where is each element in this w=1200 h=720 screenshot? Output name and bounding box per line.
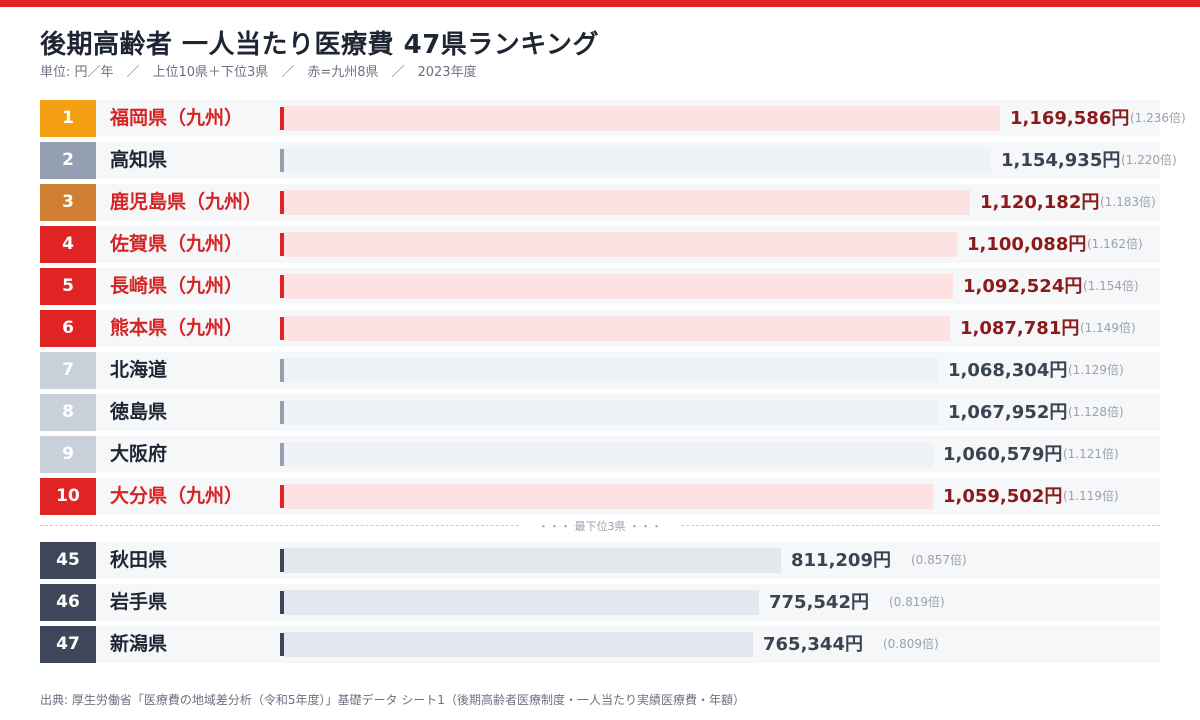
value-label: 811,209円 bbox=[791, 550, 891, 571]
value-label: 1,100,088円 bbox=[967, 234, 1087, 255]
rank-badge: 1 bbox=[40, 100, 96, 137]
rank-badge: 4 bbox=[40, 226, 96, 263]
chart-row: 5 長崎県（九州） 1,092,524円 (1.154倍) bbox=[40, 268, 1160, 305]
ratio-label: (1.121倍) bbox=[1063, 447, 1119, 461]
ratio-label: (1.119倍) bbox=[1063, 489, 1119, 503]
bar-marker bbox=[280, 443, 284, 466]
chart-row: 47 新潟県 765,344円 (0.809倍) bbox=[40, 626, 1160, 663]
rank-badge: 9 bbox=[40, 436, 96, 473]
ratio-label: (1.149倍) bbox=[1080, 321, 1136, 335]
chart-row: 7 北海道 1,068,304円 (1.129倍) bbox=[40, 352, 1160, 389]
bar-marker bbox=[280, 549, 284, 572]
rank-badge: 6 bbox=[40, 310, 96, 347]
prefecture-label: 北海道 bbox=[110, 359, 168, 381]
value-label: 1,068,304円 bbox=[948, 360, 1068, 381]
bar-marker bbox=[280, 149, 284, 172]
prefecture-label: 大分県（九州） bbox=[110, 485, 244, 507]
rank-badge: 5 bbox=[40, 268, 96, 305]
bar-marker bbox=[280, 591, 284, 614]
rank-badge: 46 bbox=[40, 584, 96, 621]
prefecture-label: 秋田県 bbox=[110, 549, 168, 571]
prefecture-label: 大阪府 bbox=[110, 443, 168, 465]
ratio-label: (1.236倍) bbox=[1130, 111, 1186, 125]
value-label: 765,344円 bbox=[763, 634, 863, 655]
value-label: 1,087,781円 bbox=[960, 318, 1080, 339]
chart-row: 45 秋田県 811,209円 (0.857倍) bbox=[40, 542, 1160, 579]
chart-row: 8 徳島県 1,067,952円 (1.128倍) bbox=[40, 394, 1160, 431]
value-label: 1,169,586円 bbox=[1010, 108, 1130, 129]
bar-marker bbox=[280, 233, 284, 256]
prefecture-label: 徳島県 bbox=[110, 401, 168, 423]
value-label: 1,067,952円 bbox=[948, 402, 1068, 423]
chart-row: 10 大分県（九州） 1,059,502円 (1.119倍) bbox=[40, 478, 1160, 515]
ratio-label: (1.220倍) bbox=[1121, 153, 1177, 167]
top-accent-bar bbox=[0, 0, 1200, 7]
chart-title: 後期高齢者 一人当たり医療費 47県ランキング bbox=[40, 30, 600, 60]
prefecture-label: 鹿児島県（九州） bbox=[110, 191, 263, 213]
rank-badge: 47 bbox=[40, 626, 96, 663]
chart-row: 3 鹿児島県（九州） 1,120,182円 (1.183倍) bbox=[40, 184, 1160, 221]
bar-marker bbox=[280, 317, 284, 340]
rank-badge: 45 bbox=[40, 542, 96, 579]
rank-badge: 3 bbox=[40, 184, 96, 221]
chart-subtitle: 単位: 円／年 ／ 上位10県＋下位3県 ／ 赤=九州8県 ／ 2023年度 bbox=[40, 65, 477, 80]
prefecture-label: 熊本県（九州） bbox=[110, 317, 244, 339]
bar-marker bbox=[280, 401, 284, 424]
bar bbox=[284, 484, 933, 509]
source-note: 出典: 厚生労働省「医療費の地域差分析（令和5年度）」基礎データ シート1（後期… bbox=[40, 693, 745, 707]
rank-badge: 7 bbox=[40, 352, 96, 389]
bar-marker bbox=[280, 633, 284, 656]
bar bbox=[284, 632, 753, 657]
bar bbox=[284, 442, 933, 467]
chart-row: 4 佐賀県（九州） 1,100,088円 (1.162倍) bbox=[40, 226, 1160, 263]
bar-marker bbox=[280, 485, 284, 508]
rank-badge: 8 bbox=[40, 394, 96, 431]
bar-marker bbox=[280, 275, 284, 298]
bar bbox=[284, 358, 938, 383]
ratio-label: (0.819倍) bbox=[889, 595, 945, 609]
bar bbox=[284, 274, 953, 299]
chart-row: 6 熊本県（九州） 1,087,781円 (1.149倍) bbox=[40, 310, 1160, 347]
prefecture-label: 新潟県 bbox=[110, 633, 168, 655]
chart-row: 2 高知県 1,154,935円 (1.220倍) bbox=[40, 142, 1177, 179]
ratio-label: (1.129倍) bbox=[1068, 363, 1124, 377]
ratio-label: (0.857倍) bbox=[911, 553, 967, 567]
value-label: 1,092,524円 bbox=[963, 276, 1083, 297]
prefecture-label: 長崎県（九州） bbox=[110, 275, 244, 297]
chart-row: 1 福岡県（九州） 1,169,586円 (1.236倍) bbox=[40, 100, 1186, 137]
ratio-label: (1.154倍) bbox=[1083, 279, 1139, 293]
prefecture-label: 福岡県（九州） bbox=[110, 107, 244, 129]
ratio-label: (1.128倍) bbox=[1068, 405, 1124, 419]
prefecture-label: 高知県 bbox=[110, 149, 168, 171]
bar bbox=[284, 400, 938, 425]
ratio-label: (0.809倍) bbox=[883, 637, 939, 651]
bar-marker bbox=[280, 107, 284, 130]
value-label: 1,154,935円 bbox=[1001, 150, 1121, 171]
bar bbox=[284, 590, 759, 615]
bar-marker bbox=[280, 359, 284, 382]
value-label: 1,060,579円 bbox=[943, 444, 1063, 465]
bar-marker bbox=[280, 191, 284, 214]
bottom-section-label: ・・・ 最下位3県 ・・・ bbox=[520, 518, 680, 534]
ratio-label: (1.183倍) bbox=[1100, 195, 1156, 209]
bar bbox=[284, 190, 970, 215]
bar bbox=[284, 316, 950, 341]
ratio-label: (1.162倍) bbox=[1087, 237, 1143, 251]
value-label: 1,059,502円 bbox=[943, 486, 1063, 507]
rank-badge: 2 bbox=[40, 142, 96, 179]
bar bbox=[284, 148, 991, 173]
chart-row: 9 大阪府 1,060,579円 (1.121倍) bbox=[40, 436, 1160, 473]
prefecture-label: 佐賀県（九州） bbox=[110, 233, 244, 255]
bar bbox=[284, 106, 1000, 131]
chart-row: 46 岩手県 775,542円 (0.819倍) bbox=[40, 584, 1160, 621]
value-label: 1,120,182円 bbox=[980, 192, 1100, 213]
bar bbox=[284, 548, 781, 573]
rank-badge: 10 bbox=[40, 478, 96, 515]
bar bbox=[284, 232, 957, 257]
prefecture-label: 岩手県 bbox=[110, 591, 168, 613]
value-label: 775,542円 bbox=[769, 592, 869, 613]
